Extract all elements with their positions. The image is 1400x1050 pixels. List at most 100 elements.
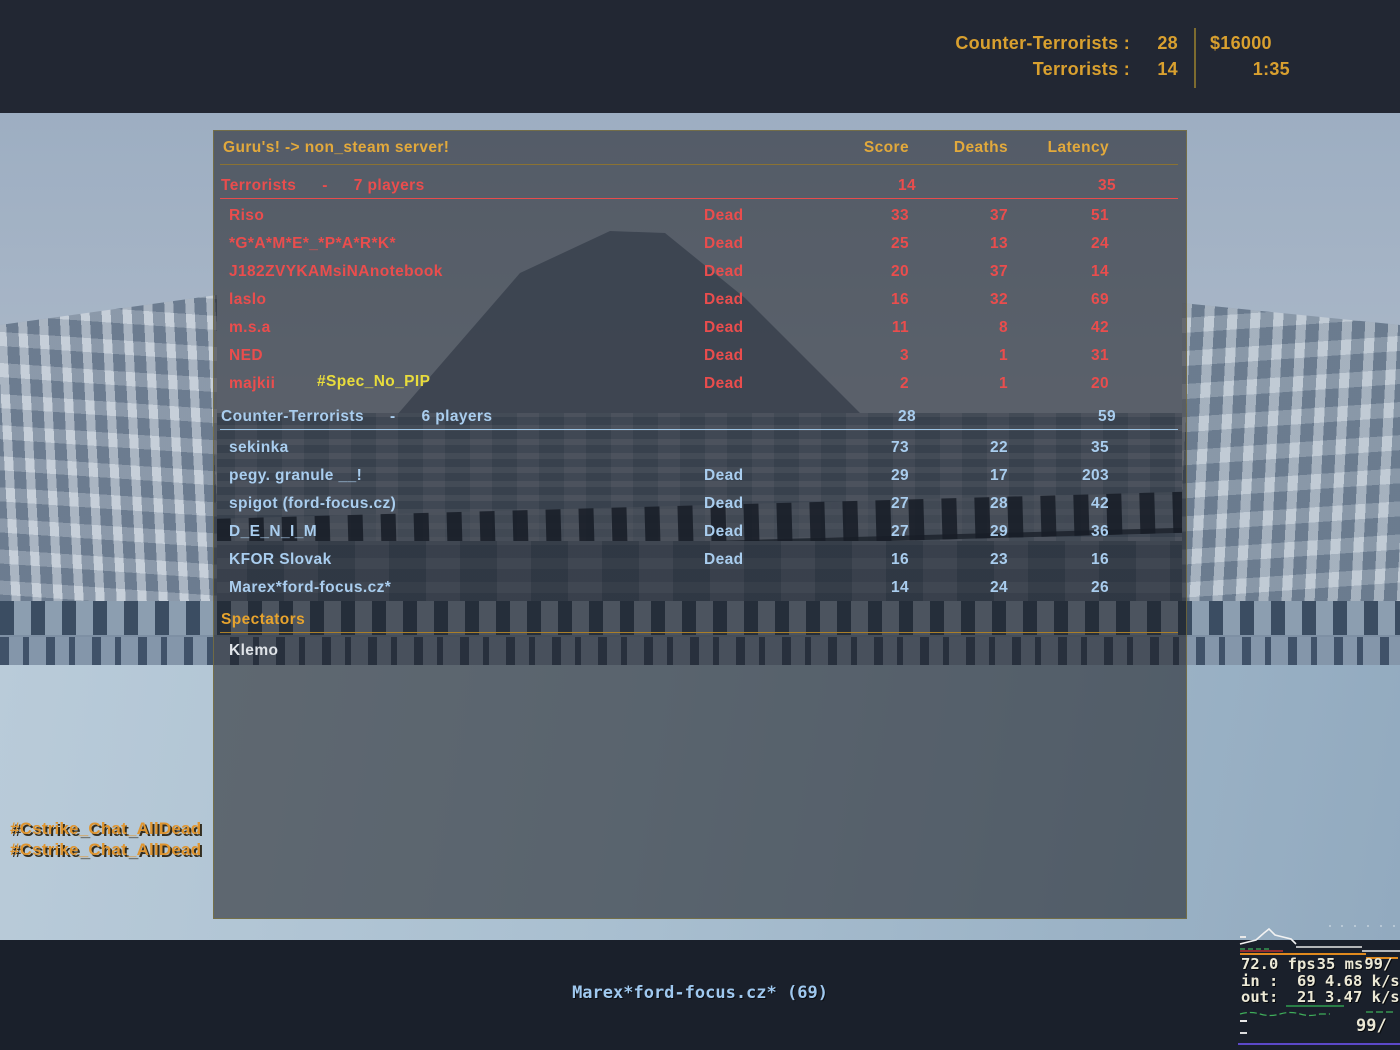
player-name: pegy. granule __!: [229, 467, 363, 484]
bottom-letterbox-bar: [0, 940, 1400, 1050]
chat-line: #Cstrike_Chat_AllDead: [10, 819, 202, 838]
loss-top: 99/: [1364, 956, 1393, 972]
team-latency: 59: [1097, 408, 1116, 425]
hud-money: $16000: [1210, 33, 1272, 53]
player-status: Dead: [704, 551, 744, 568]
player-latency: 36: [1090, 523, 1109, 540]
player-row: KFOR Slovak Dead 16 23 16: [214, 547, 1186, 575]
player-latency: 42: [1090, 319, 1109, 336]
hud-divider: [1194, 28, 1196, 88]
net-graph-out-line: out: 21 3.47 k/s: [1241, 989, 1400, 1005]
spectator-row: Klemo: [214, 638, 1186, 666]
hud-ct-value: 28: [1157, 33, 1178, 53]
spectators-underline: [220, 632, 1178, 633]
terrorists-underline: [220, 198, 1178, 199]
player-status: Dead: [704, 523, 744, 540]
team-score: 14: [897, 177, 916, 194]
player-deaths: 1: [998, 347, 1008, 364]
player-score: 29: [890, 467, 909, 484]
player-row: J182ZVYKAMsiNAnotebook Dead 20 37 14: [214, 259, 1186, 287]
player-score: 14: [890, 579, 909, 596]
team-separator: -: [389, 408, 396, 425]
player-status: Dead: [704, 319, 744, 336]
net-graph: 72.0 fps35 ms99/ in : 69 4.68 k/s out: 2…: [1238, 920, 1400, 1050]
player-deaths: 37: [989, 207, 1008, 224]
player-row: *G*A*M*E*_*P*A*R*K* Dead 25 13 24: [214, 231, 1186, 259]
player-score: 20: [890, 263, 909, 280]
spectating-target-name: Marex*ford-focus.cz* (69): [572, 983, 828, 1003]
player-latency: 51: [1090, 207, 1109, 224]
cts-underline: [220, 429, 1178, 430]
ct-rows: sekinka 73 22 35 pegy. granule __! Dead 29 17 20…: [214, 435, 1186, 603]
player-name: KFOR Slovak: [229, 551, 332, 568]
hud-ct-score: Counter-Terrorists : 28: [878, 33, 1178, 54]
player-name: J182ZVYKAMsiNAnotebook: [229, 263, 443, 280]
player-name: laslo: [229, 291, 267, 308]
player-deaths: 37: [989, 263, 1008, 280]
top-letterbox-bar: [0, 0, 1400, 113]
team-score: 28: [897, 408, 916, 425]
player-row: spigot (ford-focus.cz) Dead 27 28 42: [214, 491, 1186, 519]
player-score: 27: [890, 523, 909, 540]
terrorist-rows: Riso Dead 33 37 51 *G*A*M*E*_*P*A*R*K* Dead 25 1…: [214, 203, 1186, 399]
player-status: Dead: [704, 467, 744, 484]
player-name: D_E_N_I_M: [229, 523, 318, 540]
hud-timer: 1:35: [1252, 59, 1290, 79]
player-score: 27: [890, 495, 909, 512]
player-deaths: 1: [998, 375, 1008, 392]
player-deaths: 28: [989, 495, 1008, 512]
player-status: Dead: [704, 495, 744, 512]
spectator-rows: Klemo: [214, 638, 1186, 666]
hud-t-value: 14: [1157, 59, 1178, 79]
player-score: 33: [890, 207, 909, 224]
player-deaths: 23: [989, 551, 1008, 568]
player-deaths: 32: [989, 291, 1008, 308]
player-deaths: 22: [989, 439, 1008, 456]
player-deaths: 8: [998, 319, 1008, 336]
player-row: Riso Dead 33 37 51: [214, 203, 1186, 231]
player-score: 25: [890, 235, 909, 252]
team-name: Counter-Terrorists: [221, 408, 364, 425]
hud-t-label: Terrorists :: [1032, 59, 1130, 79]
column-header-latency: Latency: [1047, 139, 1109, 156]
spectator-name: Klemo: [229, 642, 279, 659]
team-header-cts: Counter-Terrorists - 6 players 28 59: [221, 408, 1179, 430]
player-tag: #Spec_No_PIP: [317, 373, 431, 390]
player-deaths: 17: [989, 467, 1008, 484]
player-deaths: 24: [989, 579, 1008, 596]
player-status: Dead: [704, 207, 744, 224]
header-underline: [220, 164, 1178, 165]
player-row: pegy. granule __! Dead 29 17 203: [214, 463, 1186, 491]
chat-line: #Cstrike_Chat_AllDead: [10, 840, 202, 859]
player-deaths: 29: [989, 523, 1008, 540]
player-row: majkii #Spec_No_PIP Dead 2 1 20: [214, 371, 1186, 399]
player-status: Dead: [704, 235, 744, 252]
player-latency: 26: [1090, 579, 1109, 596]
player-latency: 31: [1090, 347, 1109, 364]
server-title: Guru's! -> non_steam server!: [223, 139, 450, 156]
player-name: spigot (ford-focus.cz): [229, 495, 397, 512]
hud-t-score: Terrorists : 14: [878, 59, 1178, 80]
ping-value: 35 ms: [1316, 956, 1364, 972]
player-latency: 42: [1090, 495, 1109, 512]
player-deaths: 13: [989, 235, 1008, 252]
team-latency: 35: [1097, 177, 1116, 194]
player-score: 3: [899, 347, 909, 364]
team-name: Terrorists: [221, 177, 297, 194]
spectators-title: Spectators: [221, 611, 306, 628]
player-status: Dead: [704, 375, 744, 392]
player-status: Dead: [704, 263, 744, 280]
player-status: Dead: [704, 347, 744, 364]
team-player-count: 7 players: [353, 177, 425, 194]
net-graph-in-line: in : 69 4.68 k/s: [1241, 973, 1400, 989]
player-row: sekinka 73 22 35: [214, 435, 1186, 463]
scoreboard-panel: Guru's! -> non_steam server! Score Death…: [213, 130, 1187, 919]
column-header-deaths: Deaths: [953, 139, 1008, 156]
player-latency: 20: [1090, 375, 1109, 392]
player-name: NED: [229, 347, 263, 364]
player-score: 16: [890, 291, 909, 308]
team-header-terrorists: Terrorists - 7 players 14 35: [221, 177, 1179, 199]
player-name: sekinka: [229, 439, 289, 456]
player-name: majkii: [229, 375, 276, 392]
